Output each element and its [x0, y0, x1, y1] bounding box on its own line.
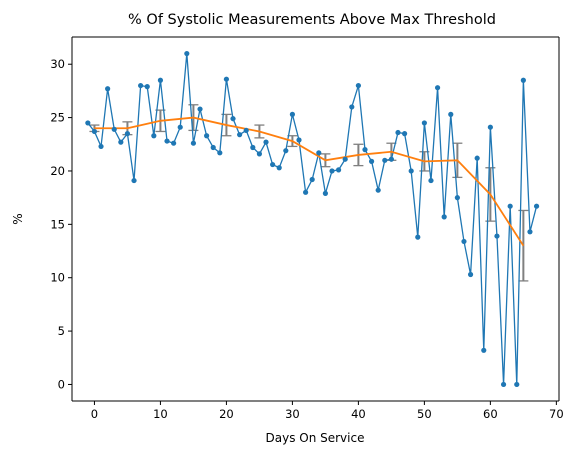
y-tick-label: 5 [58, 324, 65, 338]
daily-point [467, 271, 474, 278]
daily-point [368, 158, 375, 164]
daily-point [243, 127, 249, 134]
x-tick-label: 70 [549, 407, 564, 421]
daily-point [514, 381, 520, 388]
daily-point [500, 381, 507, 388]
daily-point [474, 155, 480, 161]
daily-point [197, 106, 203, 112]
daily-point [223, 76, 230, 82]
daily-point [105, 86, 111, 92]
daily-point [124, 131, 131, 137]
chart-title: % Of Systolic Measurements Above Max Thr… [128, 12, 496, 28]
plot-area [71, 36, 560, 402]
daily-point [408, 168, 414, 174]
daily-point [151, 133, 157, 139]
daily-point [527, 229, 533, 235]
x-tick-label: 30 [285, 407, 300, 421]
daily-point [375, 187, 381, 193]
daily-point [303, 189, 309, 195]
daily-point [520, 77, 526, 83]
daily-point [362, 147, 368, 153]
daily-point [217, 150, 223, 156]
x-tick-label: 40 [351, 407, 366, 421]
daily-point [329, 168, 335, 174]
daily-point [428, 177, 434, 184]
daily-point [355, 82, 361, 89]
daily-point [190, 140, 197, 146]
daily-point [98, 143, 104, 150]
x-tick-label: 20 [219, 407, 234, 421]
x-tick-label: 10 [153, 407, 168, 421]
daily-point [335, 167, 342, 173]
y-tick-label: 10 [50, 271, 65, 285]
daily-point [230, 116, 236, 122]
daily-point [507, 203, 513, 209]
daily-point [85, 120, 91, 126]
daily-point [171, 140, 177, 146]
daily-point [395, 129, 401, 136]
y-tick-label: 20 [50, 164, 65, 178]
daily-point [144, 84, 150, 90]
x-tick-label: 0 [91, 407, 98, 421]
y-tick-label: 25 [50, 111, 65, 125]
daily-point [237, 132, 243, 138]
y-tick-label: 30 [50, 57, 65, 71]
daily-point [448, 111, 454, 117]
series-points [85, 50, 540, 388]
daily-point [481, 347, 487, 353]
daily-point [382, 157, 388, 163]
x-axis-ticks: 0 10 20 30 40 50 60 70 [91, 401, 564, 421]
daily-point [461, 238, 467, 245]
daily-point [250, 144, 256, 151]
daily-point [263, 139, 269, 145]
x-axis-label: Days On Service [266, 431, 365, 445]
daily-point [184, 50, 190, 57]
x-tick-label: 50 [417, 407, 432, 421]
daily-point [296, 137, 302, 143]
rolling-series-line [94, 116, 525, 247]
daily-point [283, 148, 289, 154]
daily-point [441, 214, 447, 220]
x-tick-label: 60 [483, 407, 498, 421]
daily-point [138, 82, 144, 89]
plot-background [72, 10, 559, 401]
daily-point [210, 144, 216, 151]
daily-point [256, 151, 263, 157]
daily-point [118, 139, 124, 145]
daily-point [157, 77, 164, 83]
daily-point [487, 124, 493, 130]
daily-point [177, 124, 183, 130]
daily-point [434, 85, 441, 91]
daily-point [111, 126, 117, 132]
daily-point [276, 165, 282, 171]
daily-point [164, 138, 170, 144]
daily-point [204, 133, 210, 139]
daily-point [421, 120, 427, 126]
daily-point [349, 104, 355, 110]
y-axis-ticks: 0 5 10 15 20 25 30 [50, 57, 72, 391]
daily-point [415, 234, 421, 240]
y-tick-label: 0 [58, 377, 65, 391]
daily-point [454, 195, 460, 201]
daily-point [388, 156, 394, 162]
daily-point [494, 233, 500, 239]
daily-point [342, 156, 348, 162]
y-axis-label: % [11, 213, 25, 224]
daily-point [533, 203, 540, 209]
daily-point [316, 150, 322, 156]
y-tick-label: 15 [50, 217, 65, 231]
daily-point [270, 161, 276, 168]
daily-point [401, 131, 408, 137]
daily-point [322, 190, 328, 196]
daily-point [289, 111, 296, 117]
daily-point [309, 176, 315, 183]
daily-point [91, 128, 98, 135]
daily-point [131, 177, 137, 184]
